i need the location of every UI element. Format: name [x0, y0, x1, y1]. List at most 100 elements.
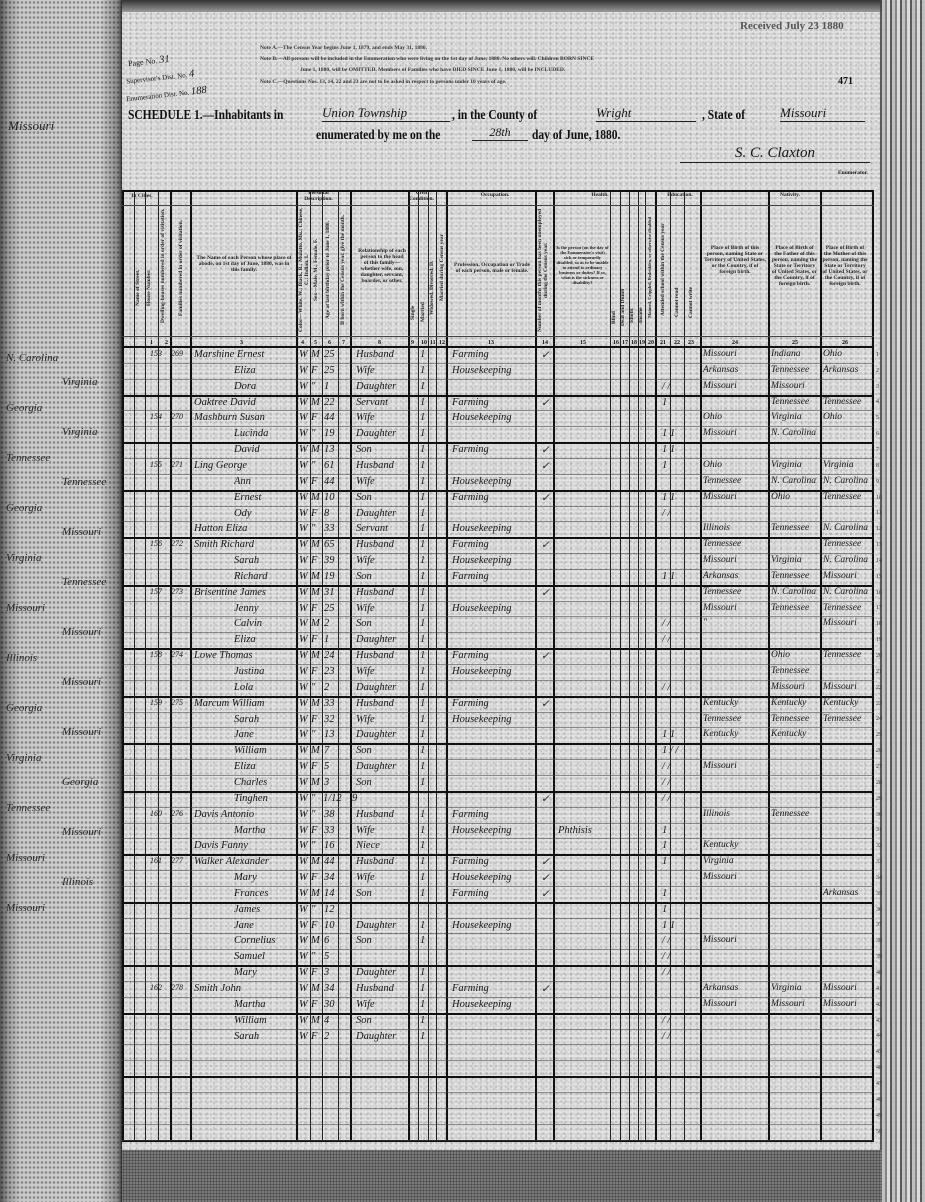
- birthplace: Missouri: [703, 381, 737, 391]
- civil-condition: 1: [420, 1031, 426, 1042]
- civil-condition: 1: [420, 618, 426, 629]
- enumeration-label: Enumeration Dist. No.: [125, 88, 190, 104]
- column-number: 24: [732, 340, 738, 346]
- column-number: 4: [301, 340, 304, 346]
- age: 4: [324, 1015, 330, 1026]
- birthplace: Tennessee: [703, 714, 742, 724]
- table-row-rule: [122, 680, 874, 681]
- table-column-rule: [645, 190, 646, 1140]
- person-name: Mashburn Susan: [194, 412, 265, 423]
- line-number: 26: [876, 748, 882, 754]
- line-number: 29: [876, 796, 882, 802]
- table-row-rule: [122, 918, 874, 919]
- adjacent-entry: Georgia: [6, 702, 43, 714]
- father-birthplace: Tennessee: [771, 666, 810, 676]
- unemployed-check: ✓: [541, 794, 550, 805]
- table-row-rule: [122, 886, 874, 887]
- sex: F: [311, 1031, 318, 1042]
- unemployed-check: ✓: [541, 540, 550, 551]
- relationship: Son: [356, 777, 372, 788]
- table-column-rule: [428, 190, 429, 1140]
- adjacent-entry: Missouri: [6, 902, 46, 914]
- table-row-rule: [122, 537, 874, 539]
- age: 22: [324, 397, 335, 408]
- relationship: Niece: [356, 840, 380, 851]
- father-birthplace: Virginia: [771, 555, 802, 565]
- table-row-rule: [122, 1076, 874, 1078]
- education-marks: 1 1: [662, 492, 676, 503]
- person-name: Martha: [234, 999, 266, 1010]
- education-marks: 1 1: [662, 444, 676, 455]
- relationship: Wife: [356, 714, 375, 725]
- sex: F: [311, 825, 318, 836]
- mother-birthplace: Ohio: [823, 412, 842, 422]
- education-marks: 1 / /: [662, 745, 679, 756]
- education-marks: / /: [662, 761, 671, 772]
- adjacent-entry: N. Carolina: [6, 352, 59, 364]
- table-column-rule: [190, 190, 192, 1140]
- enumerated-label: enumerated by me on the: [316, 128, 441, 143]
- line-number: 21: [876, 669, 882, 675]
- occupation: Housekeeping: [452, 999, 512, 1010]
- column-number: 1: [150, 340, 153, 346]
- mother-birthplace: Missouri: [823, 999, 857, 1009]
- relationship: Son: [356, 492, 372, 503]
- father-birthplace: N. Carolina: [771, 587, 817, 597]
- relationship: Husband: [356, 539, 394, 550]
- civil-condition: 1: [420, 460, 426, 471]
- table-row-rule: [122, 426, 874, 427]
- adjacent-entry: Missouri: [62, 676, 102, 688]
- table-row-rule: [122, 981, 874, 982]
- education-marks: 1: [662, 397, 668, 408]
- civil-header: Civil Condition.: [409, 190, 434, 202]
- age: 7: [324, 745, 330, 756]
- sickness-header: Is the person (on the day of the Enumera…: [556, 245, 609, 285]
- table-row-rule: [122, 838, 874, 839]
- occupation: Farming: [452, 809, 489, 820]
- mother-birthplace: Tennessee: [823, 650, 862, 660]
- column-number: 25: [792, 340, 798, 346]
- table-column-rule: [310, 190, 311, 1140]
- age: 8: [324, 508, 330, 519]
- adjacent-entry: Georgia: [6, 502, 43, 514]
- color: W: [299, 618, 308, 629]
- birthplace: Missouri: [703, 555, 737, 565]
- mother-birthplace: Tennessee: [823, 603, 862, 613]
- adjacent-entry: Virginia: [62, 376, 98, 388]
- education-marks: / /: [662, 1015, 671, 1026]
- father-birthplace: Virginia: [771, 460, 802, 470]
- dwelling-header: Dwelling-houses numbered in order of vis…: [160, 208, 166, 323]
- mother-birthplace: Tennessee: [823, 539, 862, 549]
- person-name: Samuel: [234, 951, 265, 962]
- color: W: [299, 571, 308, 582]
- relationship: Daughter: [356, 634, 397, 645]
- occupation: Farming: [452, 539, 489, 550]
- table-column-rule: [700, 190, 702, 1140]
- relationship: Husband: [356, 809, 394, 820]
- line-number: 36: [876, 907, 882, 913]
- relationship: Wife: [356, 476, 375, 487]
- color: W: [299, 809, 308, 820]
- occupation: Housekeeping: [452, 714, 512, 725]
- color: W: [299, 523, 308, 534]
- color: W: [299, 761, 308, 772]
- age: 44: [324, 476, 335, 487]
- occupation-group-header: Occupation.: [480, 192, 510, 198]
- sex: M: [311, 856, 320, 867]
- color: W: [299, 381, 308, 392]
- line-number: 41: [876, 986, 882, 992]
- relationship: Husband: [356, 587, 394, 598]
- color: W: [299, 349, 308, 360]
- person-name: Smith Richard: [194, 539, 254, 550]
- column-number: 26: [842, 340, 848, 346]
- person-name: Sarah: [234, 555, 260, 566]
- dwelling-number: 154: [150, 412, 162, 421]
- sex: M: [311, 777, 320, 788]
- dwelling-number: 159: [150, 698, 162, 707]
- table-column-rule: [610, 190, 611, 1140]
- relationship: Son: [356, 1015, 372, 1026]
- table-row-rule: [122, 823, 874, 824]
- line-number: 39: [876, 954, 882, 960]
- age: 2: [324, 1031, 330, 1042]
- relationship: Servant: [356, 523, 389, 534]
